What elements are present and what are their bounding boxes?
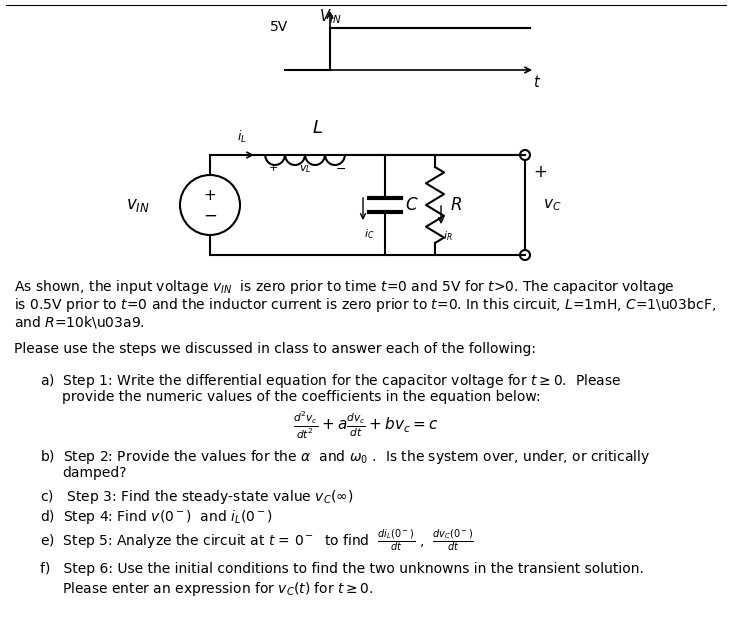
- Text: e)  Step 5: Analyze the circuit at $t$ = 0$^-$  to find  $\frac{di_L(0^-)}{dt}$ : e) Step 5: Analyze the circuit at $t$ = …: [40, 528, 474, 554]
- Text: provide the numeric values of the coefficients in the equation below:: provide the numeric values of the coeffi…: [62, 390, 541, 404]
- Text: $i_L$: $i_L$: [237, 129, 247, 145]
- Text: $v_L$: $v_L$: [299, 163, 311, 175]
- Text: b)  Step 2: Provide the values for the $\alpha$  and $\omega_0$ .  Is the system: b) Step 2: Provide the values for the $\…: [40, 448, 651, 466]
- Text: As shown, the input voltage $v_{IN}$  is zero prior to time $t$=0 and 5V for $t$: As shown, the input voltage $v_{IN}$ is …: [14, 278, 675, 296]
- Text: −: −: [203, 207, 217, 225]
- Text: damped?: damped?: [62, 466, 127, 480]
- Text: f)   Step 6: Use the initial conditions to find the two unknowns in the transien: f) Step 6: Use the initial conditions to…: [40, 562, 644, 576]
- Text: and $R$=10k\u03a9.: and $R$=10k\u03a9.: [14, 314, 145, 330]
- Text: $i_C$: $i_C$: [364, 227, 375, 241]
- Text: $\frac{d^2v_c}{dt^2} + a\frac{dv_c}{dt} + bv_c = c$: $\frac{d^2v_c}{dt^2} + a\frac{dv_c}{dt} …: [294, 410, 438, 441]
- Text: Please use the steps we discussed in class to answer each of the following:: Please use the steps we discussed in cla…: [14, 342, 536, 356]
- Text: Please enter an expression for $v_C(t)$ for $t$$\geq$0.: Please enter an expression for $v_C(t)$ …: [62, 580, 373, 598]
- Text: $v_C$: $v_C$: [543, 197, 561, 213]
- Text: $C$: $C$: [405, 196, 419, 214]
- Text: $i_R$: $i_R$: [443, 229, 453, 243]
- Text: $t$: $t$: [533, 74, 541, 90]
- Text: 5V: 5V: [270, 20, 288, 34]
- Text: $R$: $R$: [450, 196, 462, 214]
- Text: +: +: [203, 187, 217, 202]
- Text: $V_{IN}$: $V_{IN}$: [319, 7, 341, 26]
- Text: +: +: [269, 163, 277, 173]
- Text: is 0.5V prior to $t$=0 and the inductor current is zero prior to $t$=0. In this : is 0.5V prior to $t$=0 and the inductor …: [14, 296, 716, 314]
- Text: a)  Step 1: Write the differential equation for the capacitor voltage for $t$$\g: a) Step 1: Write the differential equati…: [40, 372, 621, 390]
- Text: d)  Step 4: Find $v(0^-)$  and $i_L(0^-)$: d) Step 4: Find $v(0^-)$ and $i_L(0^-)$: [40, 508, 273, 526]
- Text: $L$: $L$: [312, 119, 323, 137]
- Text: c)   Step 3: Find the steady-state value $v_C(\infty)$: c) Step 3: Find the steady-state value $…: [40, 488, 354, 506]
- Text: $v_{IN}$: $v_{IN}$: [127, 196, 150, 214]
- Text: +: +: [533, 163, 547, 181]
- Text: −: −: [336, 163, 346, 176]
